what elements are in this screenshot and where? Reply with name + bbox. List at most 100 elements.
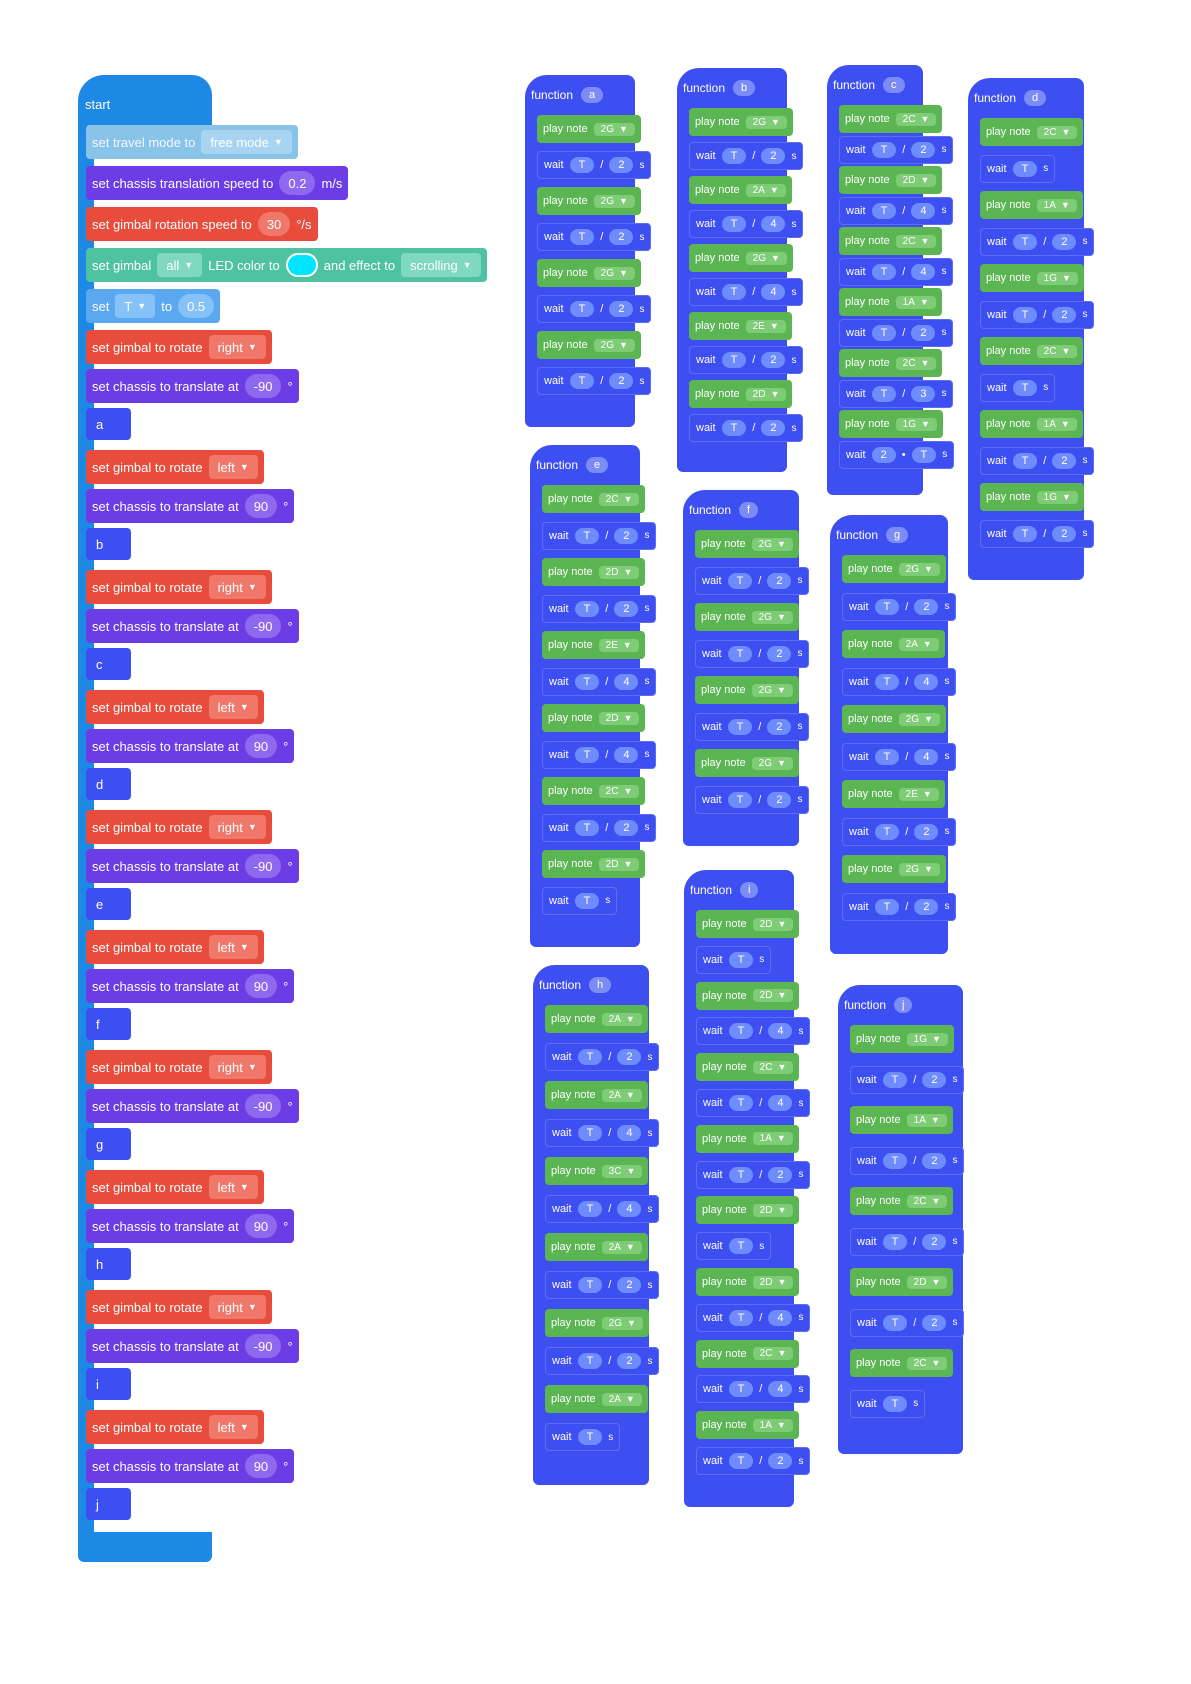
wait-block[interactable]: wait T / 2 s	[980, 227, 1095, 256]
wait-block[interactable]: wait T / 2 s	[542, 521, 657, 550]
wait-variable[interactable]: T	[882, 1152, 908, 1169]
wait-block[interactable]: wait T / 2 s	[695, 639, 810, 668]
wait-variable[interactable]: T	[569, 301, 595, 317]
gimbal-rotate-block[interactable]: set gimbal to rotate right ▼	[86, 1050, 272, 1084]
play-note-block[interactable]: play note 1G ▼	[850, 1025, 954, 1053]
note-dropdown[interactable]: 2D ▼	[745, 387, 787, 401]
function-call-c[interactable]: c	[86, 648, 131, 680]
function-definition-hat[interactable]: function a	[525, 75, 604, 115]
note-dropdown[interactable]: 2D ▼	[752, 989, 794, 1003]
wait-variable[interactable]: T	[727, 718, 753, 735]
play-note-block[interactable]: play note 2G ▼	[842, 855, 946, 883]
note-dropdown[interactable]: 3C ▼	[601, 1164, 643, 1178]
function-name[interactable]: a	[581, 87, 604, 103]
wait-variable[interactable]: T	[577, 1049, 603, 1065]
wait-divisor[interactable]: 2	[914, 898, 939, 915]
gimbal-rotate-block[interactable]: set gimbal to rotate right ▼	[86, 810, 272, 844]
translate-angle-input[interactable]: 90	[244, 494, 278, 518]
wait-divisor[interactable]: 4	[911, 202, 936, 219]
function-b-stack[interactable]: function b play note 2G ▼ wait T/2 s play note 2A…	[677, 68, 804, 472]
wait-block[interactable]: wait T / 2 s	[842, 592, 957, 621]
wait-divisor[interactable]: 2	[911, 141, 936, 158]
wait-divisor[interactable]: 2	[614, 819, 639, 836]
wait-block[interactable]: wait T / 2 s	[537, 151, 652, 179]
wait-divisor[interactable]: 4	[617, 1201, 642, 1217]
wait-block[interactable]: wait T / 4 s	[696, 1089, 811, 1117]
translate-angle-input[interactable]: 90	[244, 734, 278, 758]
wait-variable[interactable]: T	[727, 791, 753, 808]
wait-variable[interactable]: T	[728, 1166, 754, 1183]
chassis-translate-block[interactable]: set chassis to translate at -90 °	[86, 1329, 299, 1363]
rotate-direction-dropdown[interactable]: left ▼	[208, 935, 258, 959]
rotate-direction-dropdown[interactable]: right ▼	[208, 575, 266, 599]
rotate-direction-dropdown[interactable]: left ▼	[208, 455, 258, 479]
wait-block[interactable]: wait T / 2 s	[696, 1160, 811, 1189]
gimbal-rotate-block[interactable]: set gimbal to rotate left ▼	[86, 1170, 264, 1204]
function-definition-hat[interactable]: function i	[684, 870, 759, 910]
note-dropdown[interactable]: 1A ▼	[1036, 417, 1077, 431]
note-dropdown[interactable]: 2G ▼	[745, 251, 787, 265]
play-note-block[interactable]: play note 2D ▼	[696, 1268, 800, 1296]
set-travel-mode-block[interactable]: set travel mode to free mode ▼	[86, 125, 298, 159]
gimbal-rotate-block[interactable]: set gimbal to rotate right ▼	[86, 570, 272, 604]
wait-block[interactable]: wait T / 4 s	[842, 742, 957, 771]
play-note-block[interactable]: play note 2C ▼	[542, 777, 646, 805]
wait-variable[interactable]: T	[728, 1238, 754, 1255]
rotate-direction-dropdown[interactable]: left ▼	[208, 695, 258, 719]
note-dropdown[interactable]: 2C ▼	[906, 1356, 948, 1370]
note-dropdown[interactable]: 1G ▼	[1036, 271, 1078, 285]
wait-variable[interactable]: T	[574, 892, 600, 909]
note-dropdown[interactable]: 2C ▼	[752, 1347, 794, 1361]
note-dropdown[interactable]: 2D ▼	[598, 711, 640, 725]
wait-variable[interactable]: T	[577, 1429, 603, 1445]
note-dropdown[interactable]: 2G ▼	[751, 756, 793, 770]
wait-variable[interactable]: T	[728, 1095, 754, 1111]
wait-divisor[interactable]: 2	[767, 791, 792, 808]
wait-block[interactable]: wait T / 2 s	[537, 295, 652, 323]
note-dropdown[interactable]: 1G ▼	[895, 417, 937, 431]
wait-divisor[interactable]: 4	[614, 673, 639, 690]
set-variable-block[interactable]: set T ▼ to 0.5	[86, 289, 221, 323]
wait-divisor[interactable]: 2	[922, 1233, 947, 1250]
note-dropdown[interactable]: 2C ▼	[895, 234, 937, 248]
wait-divisor[interactable]: 2	[911, 324, 936, 341]
function-call-i[interactable]: i	[86, 1368, 131, 1400]
play-note-block[interactable]: play note 2A ▼	[689, 176, 792, 204]
wait-divisor[interactable]: 2	[1052, 306, 1077, 323]
set-chassis-speed-block[interactable]: set chassis translation speed to 0.2 m/s	[86, 166, 349, 200]
wait-variable[interactable]: T	[1012, 306, 1038, 323]
wait-block[interactable]: wait T / 2 s	[850, 1065, 965, 1094]
wait-block[interactable]: wait T / 2 s	[839, 135, 954, 164]
rotate-direction-dropdown[interactable]: right ▼	[208, 1295, 266, 1319]
note-dropdown[interactable]: 2G ▼	[593, 266, 635, 280]
wait-divisor[interactable]: 2	[767, 645, 792, 662]
chassis-speed-input[interactable]: 0.2	[279, 171, 316, 195]
wait-block[interactable]: wait T / 2 s	[537, 223, 652, 251]
wait-block[interactable]: wait T / 2 s	[980, 446, 1095, 475]
wait-variable[interactable]: T	[882, 1071, 908, 1088]
wait-block[interactable]: wait T / 2 s	[696, 1447, 811, 1475]
wait-variable[interactable]: T	[721, 284, 747, 300]
note-dropdown[interactable]: 1A ▼	[752, 1418, 793, 1432]
translate-angle-input[interactable]: -90	[244, 614, 282, 638]
note-dropdown[interactable]: 2C ▼	[1036, 344, 1078, 358]
play-note-block[interactable]: play note 1A ▼	[850, 1106, 953, 1134]
play-note-block[interactable]: play note 2G ▼	[537, 115, 641, 143]
gimbal-rotate-block[interactable]: set gimbal to rotate left ▼	[86, 1410, 264, 1444]
play-note-block[interactable]: play note 1G ▼	[980, 264, 1084, 292]
wait-variable[interactable]: T	[1012, 160, 1038, 177]
wait-divisor[interactable]: 2	[922, 1152, 947, 1169]
wait-variable[interactable]: T	[577, 1353, 603, 1369]
wait-variable[interactable]: T	[1012, 525, 1038, 542]
travel-mode-dropdown[interactable]: free mode ▼	[201, 130, 292, 154]
wait-variable[interactable]: T	[871, 263, 897, 280]
wait-divisor[interactable]: 4	[768, 1095, 793, 1111]
function-g-stack[interactable]: function g play note 2G ▼ wait T/2 s play note 2A…	[830, 515, 957, 954]
wait-variable[interactable]: T	[721, 352, 747, 368]
function-call-b[interactable]: b	[86, 528, 131, 560]
wait-variable[interactable]: T	[1012, 233, 1038, 250]
wait-block[interactable]: wait T / 4 s	[842, 667, 957, 696]
wait-variable[interactable]: T	[874, 748, 900, 765]
rotate-direction-dropdown[interactable]: right ▼	[208, 1055, 266, 1079]
